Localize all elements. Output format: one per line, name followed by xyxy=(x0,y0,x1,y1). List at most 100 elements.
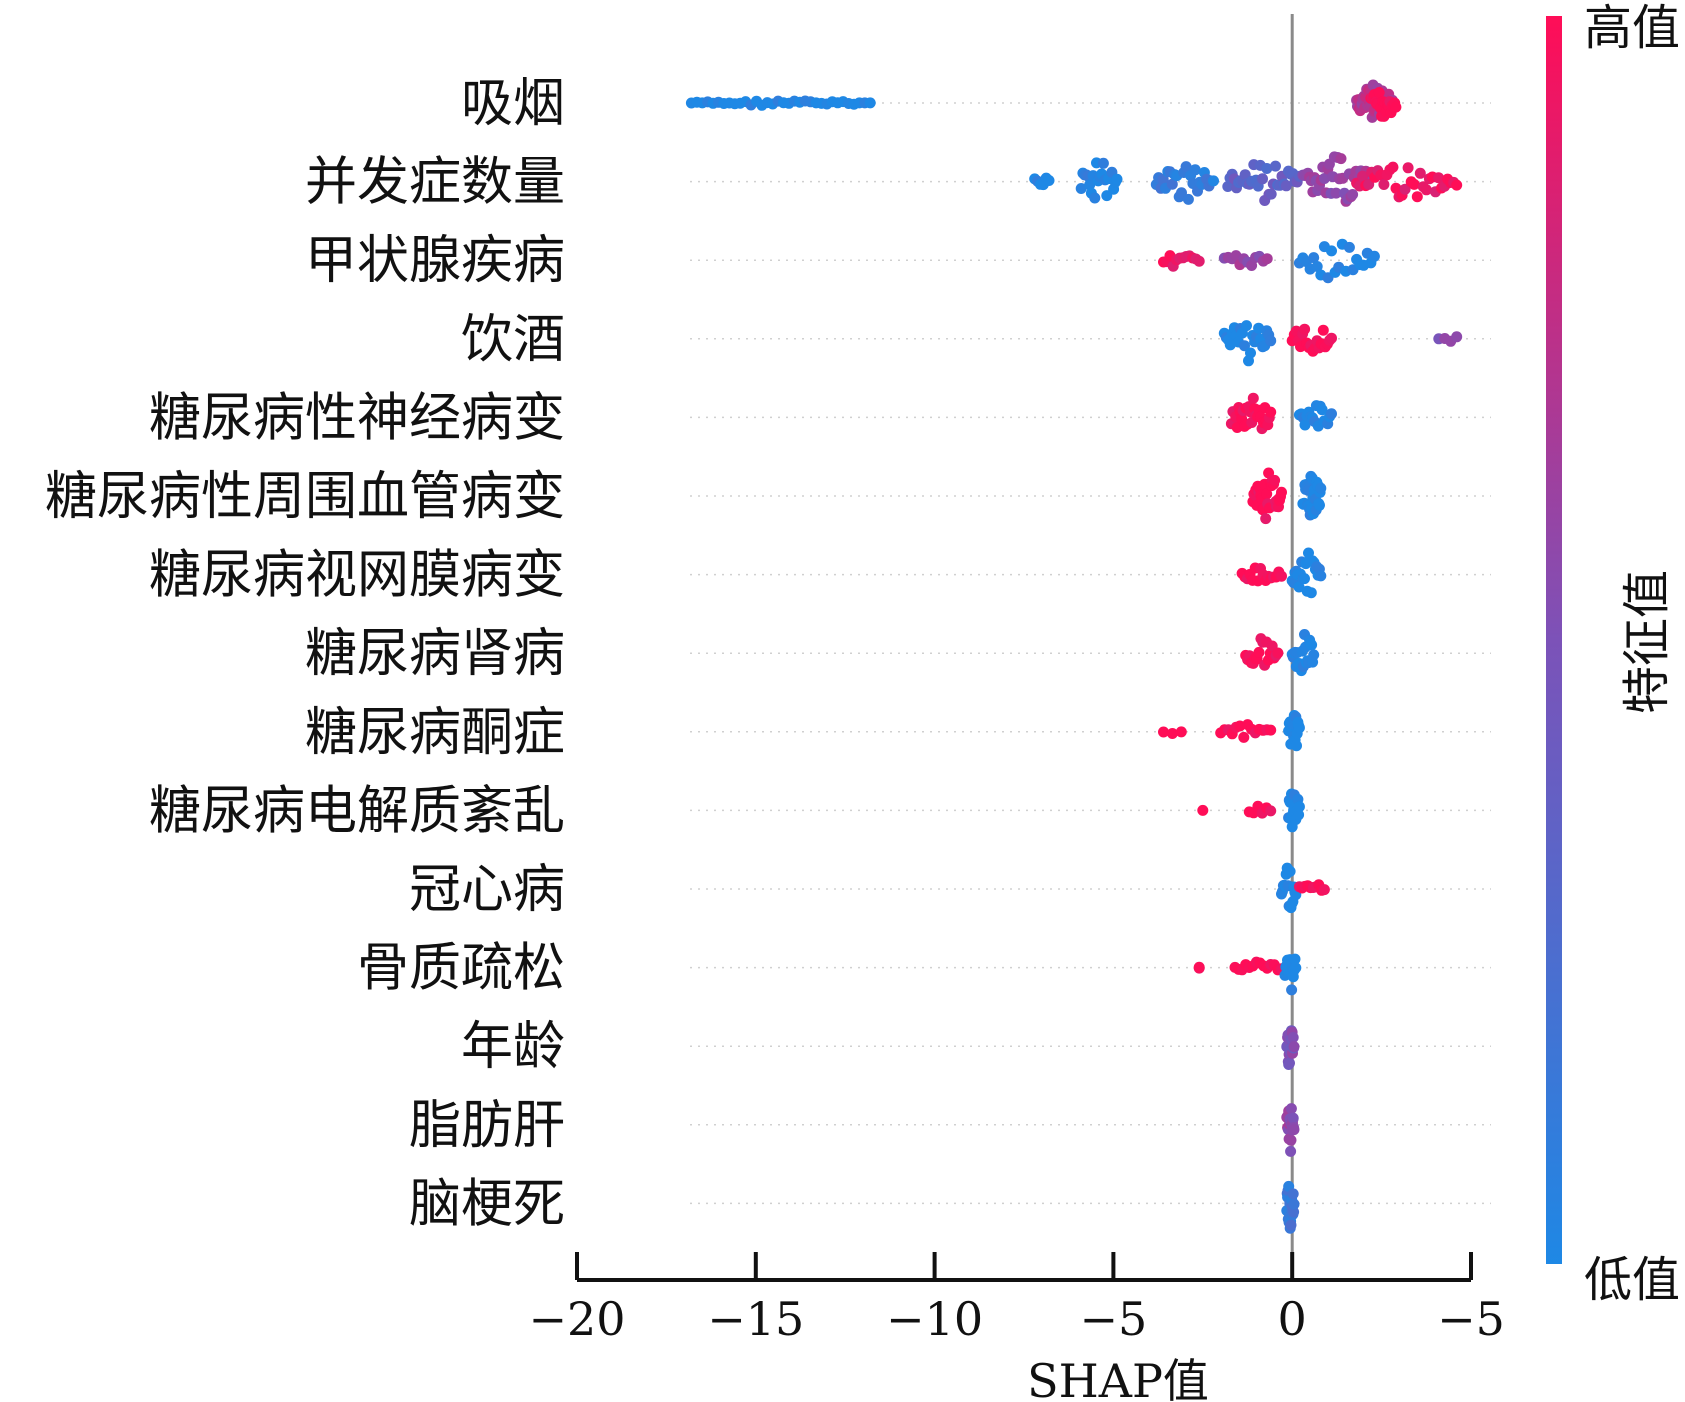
data-point xyxy=(1288,1041,1300,1053)
data-point xyxy=(1270,160,1281,172)
data-point xyxy=(1291,740,1302,752)
data-point xyxy=(1317,324,1329,336)
feature-label: 年龄 xyxy=(461,1017,565,1077)
data-point xyxy=(1451,179,1463,191)
feature-label: 糖尿病酮症 xyxy=(305,703,565,763)
data-point xyxy=(1293,722,1305,734)
feature-label: 脂肪肝 xyxy=(409,1096,565,1156)
data-point xyxy=(1414,167,1426,179)
data-point xyxy=(1265,724,1277,736)
data-point xyxy=(1347,189,1359,200)
data-point xyxy=(1197,804,1209,816)
data-point xyxy=(1175,726,1187,738)
data-point xyxy=(1287,1032,1299,1043)
data-point xyxy=(1293,581,1305,593)
data-point xyxy=(1308,252,1320,264)
data-point xyxy=(1305,587,1317,599)
data-point xyxy=(1241,320,1252,332)
data-point xyxy=(1180,161,1192,173)
data-point xyxy=(1166,178,1178,190)
x-tick-label: −10 xyxy=(886,1292,983,1346)
data-point xyxy=(1276,570,1287,582)
data-point xyxy=(1253,646,1265,658)
x-tick-label: −20 xyxy=(528,1292,625,1346)
data-point xyxy=(1286,984,1298,996)
data-point xyxy=(1272,647,1284,659)
data-point xyxy=(1111,173,1123,185)
x-tick-label: 0 xyxy=(1278,1292,1307,1346)
data-point xyxy=(1089,192,1101,204)
data-point xyxy=(1390,101,1402,113)
feature-label: 糖尿病视网膜病变 xyxy=(149,546,565,606)
data-point xyxy=(1311,261,1323,272)
data-point xyxy=(1265,335,1277,347)
data-point xyxy=(1193,255,1205,267)
data-point xyxy=(1368,250,1380,262)
data-point xyxy=(1326,332,1337,344)
data-point xyxy=(1408,178,1420,190)
data-point xyxy=(1387,161,1399,173)
data-point xyxy=(1308,649,1320,661)
data-point xyxy=(1222,181,1234,192)
colorbar-gradient xyxy=(1546,16,1562,1264)
data-point xyxy=(1315,482,1327,494)
data-point xyxy=(1293,809,1305,821)
data-point xyxy=(1257,173,1268,185)
feature-label: 饮酒 xyxy=(461,310,565,370)
data-point xyxy=(1043,175,1055,186)
data-point xyxy=(1373,87,1385,98)
feature-label: 冠心病 xyxy=(409,860,565,920)
data-point xyxy=(864,97,876,109)
feature-label: 骨质疏松 xyxy=(357,939,565,999)
data-point xyxy=(1399,183,1411,195)
data-point xyxy=(1260,513,1272,525)
data-point xyxy=(1097,157,1109,169)
data-point xyxy=(1288,1198,1300,1210)
feature-label: 糖尿病电解质紊乱 xyxy=(149,781,565,841)
feature-label: 并发症数量 xyxy=(305,153,565,213)
data-point xyxy=(1158,726,1169,738)
data-point xyxy=(1287,1188,1299,1200)
data-point xyxy=(1402,162,1414,174)
x-tick-label: −15 xyxy=(707,1292,804,1346)
x-tick-label: −5 xyxy=(1437,1292,1505,1346)
x-tick-label: −5 xyxy=(1079,1292,1147,1346)
data-point xyxy=(1326,245,1337,257)
feature-label: 糖尿病性周围血管病变 xyxy=(45,467,565,527)
feature-label: 甲状腺疾病 xyxy=(305,231,565,291)
data-point xyxy=(1326,408,1337,420)
data-point xyxy=(1261,253,1273,265)
data-point xyxy=(1299,323,1311,335)
x-axis: −20 −15 −10 −5 0 −5 xyxy=(528,1252,1505,1346)
data-point xyxy=(1245,347,1256,359)
data-point xyxy=(1265,406,1277,418)
data-point xyxy=(1378,179,1390,190)
data-point xyxy=(1293,801,1305,813)
data-point xyxy=(1411,191,1423,203)
data-point xyxy=(1176,187,1187,199)
data-point xyxy=(1193,961,1205,973)
data-point xyxy=(1269,474,1281,486)
data-point xyxy=(1182,193,1194,205)
feature-label: 脑梗死 xyxy=(409,1174,565,1234)
data-point xyxy=(1316,404,1328,416)
data-point xyxy=(1247,392,1259,404)
feature-labels: 吸烟并发症数量甲状腺疾病饮酒糖尿病性神经病变糖尿病性周围血管病变糖尿病视网膜病变… xyxy=(45,74,565,1234)
data-point xyxy=(1314,499,1325,511)
data-point xyxy=(1285,1103,1297,1115)
colorbar: 高值 低值 特征值 xyxy=(1546,0,1680,1308)
data-point xyxy=(1239,340,1250,352)
feature-label: 糖尿病性神经病变 xyxy=(149,388,565,448)
data-point xyxy=(1261,488,1273,500)
feature-label: 吸烟 xyxy=(461,74,565,134)
data-point xyxy=(1318,884,1330,896)
data-point xyxy=(1343,241,1355,253)
data-point xyxy=(1189,164,1201,176)
data-point xyxy=(1265,805,1277,817)
data-point xyxy=(1330,187,1342,199)
data-point xyxy=(1288,1124,1300,1136)
data-point xyxy=(1319,173,1330,184)
data-point xyxy=(1285,1145,1297,1157)
data-point xyxy=(1357,170,1369,182)
data-point xyxy=(1420,184,1432,196)
